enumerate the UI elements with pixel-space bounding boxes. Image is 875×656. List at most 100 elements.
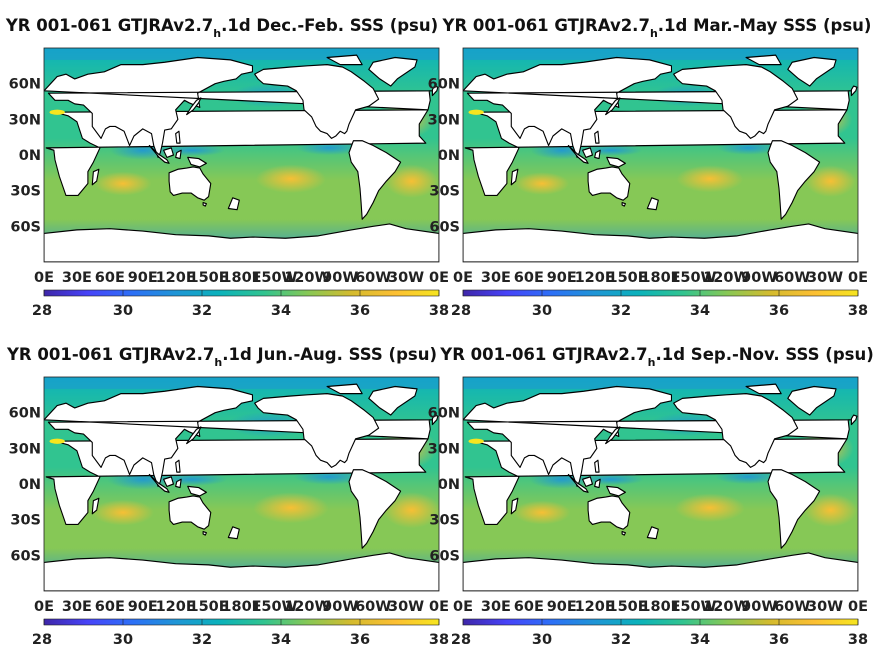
- sss-field: [463, 377, 858, 591]
- x-tick-label: 120W: [284, 270, 330, 286]
- x-tick-label: 0E: [429, 599, 449, 615]
- x-tick-label: 90E: [128, 270, 158, 286]
- colorbar-tick-label: 30: [532, 632, 552, 648]
- x-tick-label: 90W: [741, 599, 777, 615]
- y-tick-label: 30N: [9, 112, 41, 128]
- y-tick-label: 30N: [9, 441, 41, 457]
- x-tick-label: 150W: [251, 270, 297, 286]
- x-tick-label: 120E: [156, 599, 196, 615]
- x-tick-label: 60E: [95, 599, 125, 615]
- y-tick-label: 30S: [429, 513, 460, 529]
- y-tick-label: 30N: [428, 112, 460, 128]
- x-tick-label: 150W: [251, 599, 297, 615]
- x-tick-label: 30E: [62, 270, 92, 286]
- y-tick-label: 60N: [9, 77, 41, 93]
- x-tick-label: 150E: [188, 270, 228, 286]
- x-tick-label: 90E: [128, 599, 158, 615]
- x-tick-label: 0E: [848, 599, 868, 615]
- y-tick-label: 30S: [10, 184, 41, 200]
- colorbar-tick-label: 34: [690, 632, 710, 648]
- x-tick-label: 150E: [188, 599, 228, 615]
- x-tick-label: 150E: [607, 270, 647, 286]
- colorbar-tick-label: 32: [611, 632, 631, 648]
- x-tick-label: 60W: [355, 599, 391, 615]
- x-tick-label: 90W: [322, 599, 358, 615]
- colorbar-tick-label: 36: [350, 303, 370, 319]
- x-tick-label: 180E: [640, 599, 680, 615]
- y-tick-label: 0N: [438, 148, 460, 164]
- sss-panel-3: YR 001-061 GTJRAv2.7h.1d Jun.-Aug. SSS (…: [6, 345, 449, 648]
- x-tick-label: 180E: [640, 270, 680, 286]
- panel-title: YR 001-061 GTJRAv2.7h.1d Mar.-May SSS (p…: [442, 16, 872, 40]
- panel-title: YR 001-061 GTJRAv2.7h.1d Sep.-Nov. SSS (…: [439, 345, 874, 369]
- colorbar-tick-label: 38: [429, 632, 449, 648]
- colorbar: [43, 289, 440, 297]
- sss-field: [44, 377, 439, 591]
- map-frame: [462, 47, 859, 263]
- colorbar-tick-label: 38: [429, 303, 449, 319]
- map-frame: [43, 376, 440, 592]
- x-tick-label: 30E: [62, 599, 92, 615]
- panel-title: YR 001-061 GTJRAv2.7h.1d Jun.-Aug. SSS (…: [6, 345, 437, 369]
- y-tick-label: 60S: [10, 548, 41, 564]
- x-tick-label: 0E: [34, 270, 54, 286]
- sss-panel-2: YR 001-061 GTJRAv2.7h.1d Mar.-May SSS (p…: [428, 16, 872, 319]
- x-tick-label: 120E: [156, 270, 196, 286]
- x-tick-label: 120W: [703, 270, 749, 286]
- x-tick-label: 180E: [221, 599, 261, 615]
- colorbar-tick-label: 30: [532, 303, 552, 319]
- colorbar-tick-label: 34: [271, 303, 291, 319]
- x-tick-label: 60E: [95, 270, 125, 286]
- x-tick-label: 60E: [514, 270, 544, 286]
- sss-panel-1: YR 001-061 GTJRAv2.7h.1d Dec.-Feb. SSS (…: [5, 16, 449, 319]
- x-tick-label: 120W: [284, 599, 330, 615]
- x-tick-label: 30W: [388, 270, 424, 286]
- x-tick-label: 30W: [388, 599, 424, 615]
- x-tick-label: 30E: [481, 599, 511, 615]
- x-tick-label: 60W: [774, 599, 810, 615]
- y-tick-label: 0N: [19, 477, 41, 493]
- colorbar-tick-label: 30: [113, 303, 133, 319]
- colorbar-tick-label: 34: [690, 303, 710, 319]
- y-tick-label: 30N: [428, 441, 460, 457]
- x-tick-label: 150E: [607, 599, 647, 615]
- y-tick-label: 0N: [438, 477, 460, 493]
- y-tick-label: 0N: [19, 148, 41, 164]
- x-tick-label: 180E: [221, 270, 261, 286]
- x-tick-label: 120E: [575, 270, 615, 286]
- x-tick-label: 0E: [429, 270, 449, 286]
- colorbar: [43, 618, 440, 626]
- x-tick-label: 30W: [807, 599, 843, 615]
- y-tick-label: 60S: [429, 219, 460, 235]
- colorbar-tick-label: 28: [451, 632, 471, 648]
- colorbar-tick-label: 28: [32, 303, 52, 319]
- x-tick-label: 120E: [575, 599, 615, 615]
- x-tick-label: 30E: [481, 270, 511, 286]
- colorbar-tick-label: 36: [350, 632, 370, 648]
- colorbar-tick-label: 28: [32, 632, 52, 648]
- map-frame: [43, 47, 440, 263]
- y-tick-label: 60N: [9, 406, 41, 422]
- x-tick-label: 0E: [453, 270, 473, 286]
- x-tick-label: 60E: [514, 599, 544, 615]
- colorbar-tick-label: 28: [451, 303, 471, 319]
- colorbar-tick-label: 32: [192, 303, 212, 319]
- x-tick-label: 60W: [774, 270, 810, 286]
- x-tick-label: 90W: [322, 270, 358, 286]
- colorbar-tick-label: 38: [848, 303, 868, 319]
- x-tick-label: 150W: [670, 270, 716, 286]
- x-tick-label: 60W: [355, 270, 391, 286]
- colorbar-tick-label: 36: [769, 303, 789, 319]
- x-tick-label: 120W: [703, 599, 749, 615]
- y-tick-label: 60N: [428, 77, 460, 93]
- colorbar-tick-label: 38: [848, 632, 868, 648]
- sss-field: [463, 48, 858, 262]
- y-tick-label: 30S: [10, 513, 41, 529]
- x-tick-label: 30W: [807, 270, 843, 286]
- y-tick-label: 60N: [428, 406, 460, 422]
- x-tick-label: 90E: [547, 599, 577, 615]
- colorbar: [462, 289, 859, 297]
- colorbar-tick-label: 32: [611, 303, 631, 319]
- y-tick-label: 60S: [10, 219, 41, 235]
